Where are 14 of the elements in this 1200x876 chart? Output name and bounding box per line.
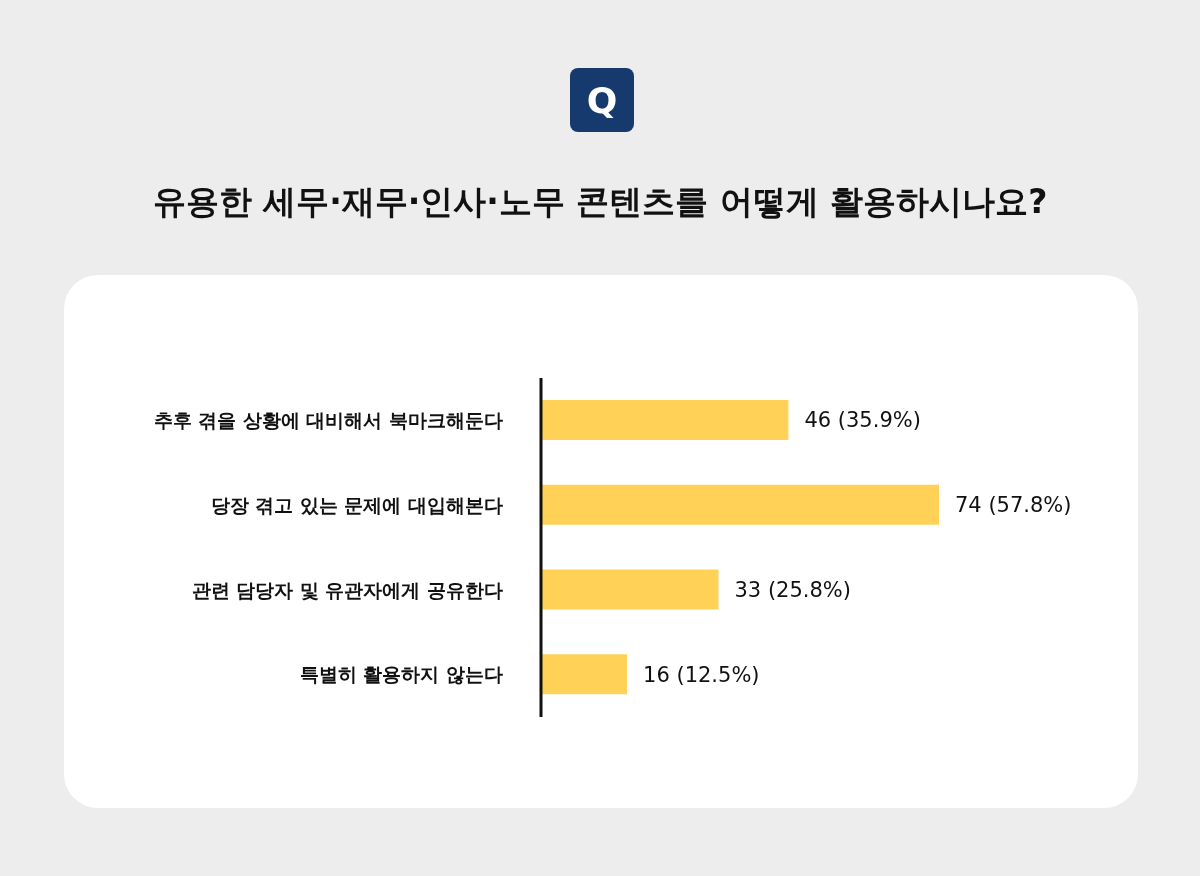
bar [541,569,719,610]
y-tick-label: 관련 담당자 및 유관자에게 공유한다 [191,578,503,601]
y-tick-label: 특별히 활용하지 않는다 [299,663,503,686]
text: Q [570,68,634,132]
data-label: 46 (35.9%) [804,408,921,433]
y-tick-label: 추후 겪을 상황에 대비해서 북마크해둔다 [153,409,503,432]
data-label: 74 (57.8%) [955,493,1072,518]
bar [541,484,939,525]
data-label: 33 (25.8%) [734,577,851,602]
chart-title: 유용한 세무·재무·인사·노무 콘텐츠를 어떻게 활용하시나요? [151,181,1049,223]
bar [541,654,628,695]
data-label: 16 (12.5%) [643,662,760,687]
bar [541,400,789,440]
y-tick-label: 당장 겪고 있는 문제에 대입해본다 [210,493,503,516]
